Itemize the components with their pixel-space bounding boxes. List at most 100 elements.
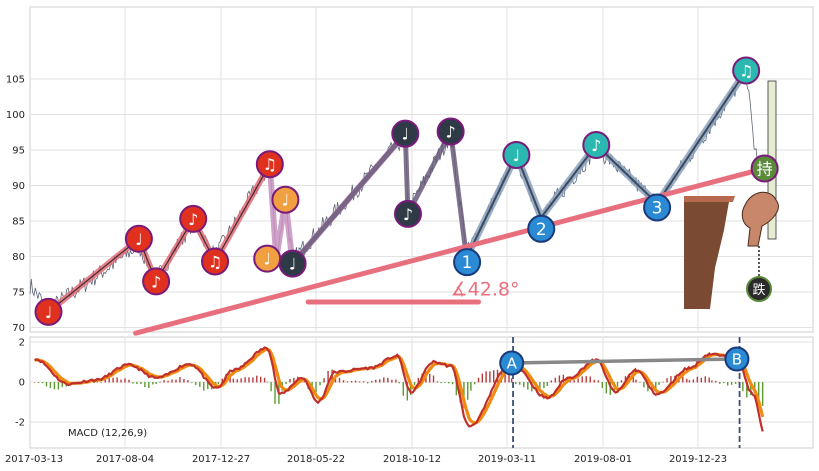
macd-histogram-bar	[593, 379, 595, 383]
x-tick-label: 2019-08-01	[574, 454, 632, 465]
macd-histogram-bar	[33, 382, 36, 383]
macd-histogram-bar	[240, 378, 242, 383]
macd-histogram-bar	[485, 371, 487, 383]
macd-histogram-bar	[620, 380, 623, 383]
macd-histogram-bar	[323, 378, 325, 383]
macd-histogram-bar	[609, 382, 611, 396]
macd-histogram-bar	[179, 377, 181, 383]
macd-histogram-bar	[289, 378, 291, 383]
axis-layer: 70 75 80 85 90 95 100 105 -2 0 2 2017-03-13 2017-08-…	[5, 75, 727, 466]
signal-marker	[179, 204, 208, 233]
macd-histogram-bar	[387, 377, 389, 383]
macd-histogram-bar	[152, 382, 154, 385]
macd-layer	[33, 337, 765, 448]
macd-histogram-bar	[708, 377, 710, 383]
macd-histogram-bar	[191, 382, 193, 383]
signal-marker-label: ♫	[739, 61, 753, 80]
macd-histogram-bar	[175, 379, 177, 383]
macd-histogram-bar	[597, 380, 600, 383]
macd-histogram-bar	[723, 382, 725, 383]
macd-histogram-bar	[163, 380, 165, 383]
macd-histogram-bar	[259, 376, 262, 383]
macd-histogram-bar	[635, 379, 637, 383]
signal-marker-label: 持	[757, 159, 773, 178]
macd-histogram-bar	[682, 376, 684, 383]
macd-histogram-bar	[715, 380, 717, 383]
macd-histogram-bar	[338, 377, 341, 383]
signal-marker-label: ♩	[282, 191, 290, 210]
macd-histogram-bar	[104, 378, 106, 383]
macd-histogram-bar	[550, 380, 553, 383]
macd-histogram-bar	[616, 382, 619, 387]
macd-histogram-bar	[510, 378, 513, 383]
macd-histogram-bar	[444, 382, 446, 383]
macd-histogram-bar	[643, 382, 645, 388]
macd-histogram-bar	[203, 382, 205, 391]
macd-divergence-marker	[499, 350, 525, 376]
macd-histogram-bar	[303, 381, 305, 383]
macd-histogram-bar	[398, 382, 400, 384]
macd-histogram-bar	[148, 382, 150, 388]
macd-histogram-bar	[236, 379, 238, 383]
x-tick-label: 2019-12-23	[669, 454, 727, 465]
up-wave-1-core	[48, 163, 271, 313]
macd-histogram-bar	[719, 382, 721, 384]
macd-histogram-bar	[409, 382, 412, 396]
macd-histogram-bar	[605, 382, 607, 394]
macd-divergence-marker	[724, 346, 750, 372]
macd-histogram-bar	[754, 382, 756, 392]
macd-histogram-bar	[711, 380, 713, 383]
macd-histogram-bar	[639, 381, 641, 383]
macd-histogram-bar	[562, 374, 565, 383]
macd-histogram-bar	[256, 375, 258, 383]
macd-y-tick-label: -2	[15, 418, 25, 429]
signal-marker	[34, 297, 63, 326]
signal-marker	[750, 154, 779, 183]
macd-histogram-bar	[632, 375, 635, 383]
macd-y-tick-label: 2	[19, 338, 25, 349]
signal-marker	[278, 249, 307, 278]
macd-histogram-bar	[508, 374, 510, 383]
macd-histogram-bar	[199, 382, 201, 387]
macd-histogram-bar	[417, 377, 420, 383]
signal-marker-label: ♪	[446, 123, 456, 142]
macd-histogram-bar	[413, 382, 416, 386]
signal-marker	[732, 56, 761, 85]
macd-histogram-bar	[128, 379, 130, 383]
signal-marker	[643, 193, 672, 222]
price-y-tick-label: 80	[12, 252, 25, 263]
macd-histogram-bar	[132, 382, 134, 384]
macd-histogram-bar	[362, 381, 365, 383]
macd-histogram-bar	[467, 382, 469, 400]
macd-histogram-bar	[429, 373, 431, 383]
macd-histogram-bar	[539, 382, 541, 391]
macd-histogram-bar	[124, 378, 126, 383]
x-tick-label: 2017-03-13	[5, 454, 63, 465]
macd-histogram-bar	[432, 375, 435, 383]
macd-histogram-bar	[666, 378, 668, 383]
macd-histogram-bar	[558, 375, 561, 383]
x-tick-label: 2018-10-12	[383, 454, 441, 465]
macd-histogram-bar	[248, 377, 250, 383]
macd-histogram-bar	[159, 381, 161, 383]
macd-histogram-bar	[383, 377, 385, 383]
macd-panel	[29, 336, 814, 449]
macd-histogram-bar	[451, 382, 454, 385]
macd-histogram-bar	[140, 382, 142, 385]
macd-histogram-bar	[144, 382, 146, 388]
macd-histogram-bar	[742, 382, 744, 392]
macd-histogram-bar	[358, 381, 361, 383]
macd-histogram-bar	[688, 380, 691, 383]
macd-histogram-bar	[470, 382, 472, 391]
cliff-top	[684, 196, 735, 202]
macd-histogram-bar	[354, 380, 357, 383]
wave-4-core	[466, 69, 748, 257]
macd-histogram-bar	[655, 382, 657, 390]
macd-histogram-bar	[112, 377, 114, 383]
signal-marker	[271, 185, 300, 214]
macd-histogram-bar	[696, 376, 699, 383]
macd-histogram-bar	[342, 380, 345, 383]
signal-marker	[502, 140, 531, 169]
angle-annotation: ∡42.8°	[451, 279, 520, 301]
